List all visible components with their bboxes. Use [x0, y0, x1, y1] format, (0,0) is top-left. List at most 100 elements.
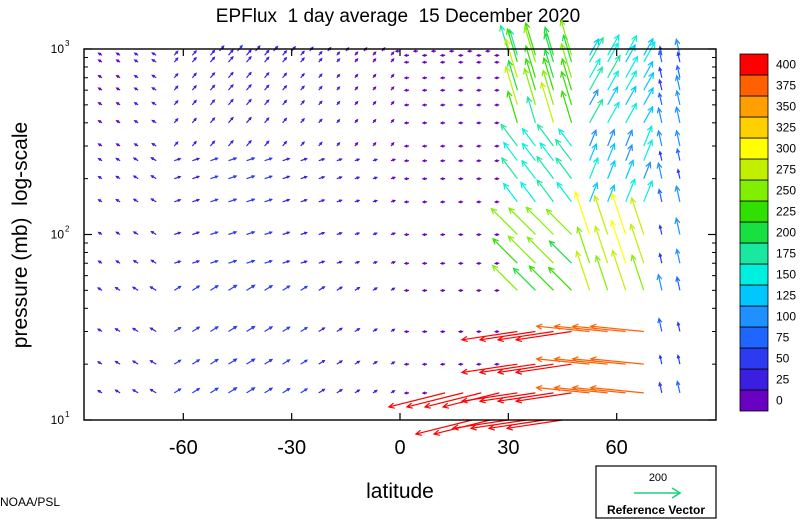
- reference-vector-box: 200 Reference Vector: [595, 465, 717, 519]
- flux-vector: [536, 155, 554, 180]
- flux-vector: [246, 259, 256, 264]
- flux-vector: [354, 58, 359, 63]
- flux-vector: [493, 329, 500, 334]
- flux-vector: [246, 71, 252, 79]
- colorbar-label: 50: [776, 352, 790, 366]
- flux-vector: [403, 159, 410, 163]
- flux-vector: [228, 284, 238, 291]
- flux-vector: [457, 362, 464, 366]
- flux-vector: [536, 123, 554, 147]
- flux-vector: [514, 363, 572, 375]
- flux-vector: [151, 59, 157, 63]
- flux-vector: [228, 157, 238, 162]
- flux-vector: [475, 200, 482, 204]
- y-tick-label: 10: [51, 228, 65, 242]
- flux-vector: [300, 117, 305, 124]
- flux-vector: [560, 70, 573, 106]
- flux-vector: [210, 326, 219, 333]
- colorbar-swatch: [739, 263, 769, 286]
- flux-vector: [412, 49, 419, 53]
- flux-vector: [282, 49, 288, 56]
- flux-vector: [574, 190, 591, 235]
- flux-vector: [403, 329, 410, 334]
- flux-vector: [336, 73, 341, 79]
- flux-vector: [192, 285, 201, 291]
- flux-vector: [115, 198, 121, 203]
- flux-vector: [451, 419, 509, 431]
- flux-vector: [264, 284, 274, 291]
- flux-vector: [554, 138, 573, 162]
- colorbar-label: 100: [776, 310, 796, 324]
- flux-vector: [478, 330, 536, 343]
- flux-vector: [264, 71, 270, 79]
- flux-vector: [548, 240, 572, 264]
- flux-vector: [403, 103, 410, 107]
- flux-vector: [421, 288, 428, 293]
- colorbar-swatch: [739, 389, 769, 412]
- x-tick-label: 60: [606, 437, 628, 459]
- flux-vector: [589, 323, 644, 333]
- flux-vector: [97, 260, 103, 264]
- flux-vector: [336, 141, 341, 147]
- flux-vector: [541, 69, 555, 106]
- flux-vector: [318, 157, 326, 162]
- flux-vector: [656, 273, 663, 291]
- flux-vector: [457, 232, 464, 237]
- flux-vector: [131, 360, 139, 365]
- flux-vector: [421, 329, 428, 334]
- flux-vector: [151, 101, 157, 106]
- flux-vector: [505, 419, 563, 431]
- flux-vector: [151, 142, 157, 147]
- flux-vector: [421, 391, 428, 395]
- colorbar-label: 300: [776, 142, 796, 156]
- flux-vector: [589, 128, 597, 147]
- flux-vector: [478, 392, 536, 404]
- flux-vector: [354, 260, 361, 265]
- flux-vector: [439, 121, 446, 125]
- flux-vector: [439, 232, 446, 237]
- flux-vector: [115, 175, 121, 180]
- flux-vector: [115, 231, 121, 236]
- flux-vector: [589, 57, 601, 79]
- colorbar-swatch: [739, 326, 769, 349]
- flux-vector: [674, 216, 681, 235]
- flux-vector: [282, 198, 291, 203]
- flux-vector: [133, 87, 139, 91]
- flux-vector: [589, 156, 599, 179]
- flux-vector: [403, 53, 410, 58]
- flux-vector: [133, 59, 139, 63]
- flux-vector: [493, 159, 500, 163]
- flux-vector: [526, 95, 537, 123]
- flux-vector: [97, 52, 103, 56]
- flux-vector: [403, 144, 410, 148]
- flux-vector: [114, 286, 121, 291]
- flux-vector: [457, 76, 464, 80]
- flux-vector: [535, 323, 590, 333]
- flux-vector: [610, 219, 627, 264]
- flux-vector: [372, 141, 377, 147]
- flux-vector: [97, 120, 103, 124]
- flux-vector: [403, 391, 410, 395]
- flux-vector: [264, 231, 273, 236]
- y-tick-label: 10: [51, 413, 65, 427]
- reference-vector-magnitude: 200: [649, 472, 667, 484]
- flux-vector: [421, 261, 428, 265]
- flux-vector: [643, 37, 654, 56]
- colorbar-swatch: [739, 242, 769, 265]
- flux-vector: [589, 88, 599, 106]
- flux-vector: [174, 231, 182, 236]
- flux-vector: [174, 157, 182, 162]
- colorbar-label: 175: [776, 247, 796, 261]
- flux-vector: [611, 249, 627, 291]
- colorbar-swatch: [739, 74, 769, 97]
- flux-vector: [192, 359, 201, 365]
- flux-vector: [264, 387, 274, 394]
- flux-vector: [630, 196, 645, 235]
- flux-vector: [132, 175, 139, 180]
- flux-vector: [246, 198, 256, 203]
- flux-vector: [460, 363, 518, 375]
- flux-vector: [556, 181, 573, 203]
- colorbar-label: 25: [776, 373, 790, 387]
- flux-vector: [264, 358, 274, 365]
- flux-vector: [300, 388, 309, 394]
